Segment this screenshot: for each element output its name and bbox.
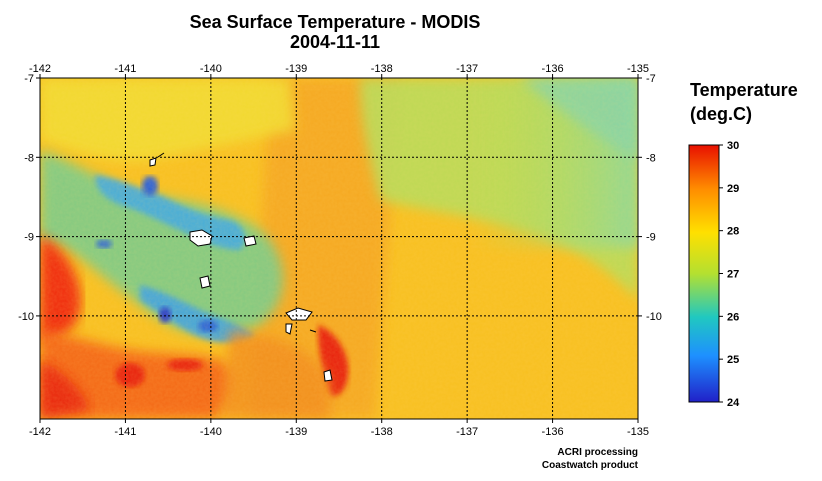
map-frame bbox=[39, 77, 639, 420]
lon-label-bottom: -135 bbox=[627, 426, 649, 438]
lon-label-bottom: -141 bbox=[114, 426, 136, 438]
lon-label-bottom: -142 bbox=[29, 426, 51, 438]
island bbox=[199, 275, 211, 289]
colorbar-tick-label: 29 bbox=[727, 183, 739, 195]
colorbar-tick-label: 27 bbox=[727, 269, 739, 281]
legend-units: (deg.C) bbox=[690, 104, 752, 124]
map-date: 2004-11-11 bbox=[289, 32, 381, 52]
colorbar-tick-label: 26 bbox=[727, 311, 739, 323]
credit-product: Coastwatch product bbox=[541, 460, 638, 471]
island bbox=[285, 323, 293, 335]
lon-label-top: -136 bbox=[542, 63, 564, 75]
axis-ticks: -142 -142 -141 -141 -140 -140 -139 -139 -138 -138… bbox=[18, 63, 662, 438]
lon-label-top: -138 bbox=[371, 63, 393, 75]
sst-raster bbox=[40, 78, 638, 419]
colorbar-tick-label: 25 bbox=[727, 354, 739, 366]
lon-label-top: -139 bbox=[285, 63, 307, 75]
colorbar-tick-label: 24 bbox=[727, 397, 740, 409]
lon-label-top: -140 bbox=[200, 63, 222, 75]
lat-label-left: -7 bbox=[24, 73, 34, 85]
lat-label-right: -8 bbox=[646, 152, 656, 164]
lat-label-right: -7 bbox=[646, 73, 656, 85]
lon-label-bottom: -137 bbox=[456, 426, 478, 438]
colorbar-tick-label: 30 bbox=[727, 140, 739, 152]
island bbox=[323, 369, 333, 382]
lon-label-top: -141 bbox=[114, 63, 136, 75]
colorbar bbox=[688, 144, 720, 403]
lon-label-bottom: -136 bbox=[542, 426, 564, 438]
graticule bbox=[40, 78, 638, 419]
colorbar-tick-label: 28 bbox=[727, 226, 739, 238]
island bbox=[149, 157, 157, 167]
lat-label-right: -10 bbox=[646, 311, 662, 323]
lon-label-bottom: -139 bbox=[285, 426, 307, 438]
credit-processing: ACRI processing bbox=[557, 447, 638, 458]
island bbox=[189, 229, 213, 247]
lon-label-bottom: -138 bbox=[371, 426, 393, 438]
lon-label-top: -135 bbox=[627, 63, 649, 75]
lon-label-bottom: -140 bbox=[200, 426, 222, 438]
lat-label-right: -9 bbox=[646, 232, 656, 244]
lat-label-left: -9 bbox=[24, 232, 34, 244]
lat-label-left: -8 bbox=[24, 152, 34, 164]
legend-title: Temperature bbox=[690, 80, 798, 100]
colorbar-ticks: 30 29 28 27 26 25 24 bbox=[719, 140, 740, 409]
lon-label-top: -137 bbox=[456, 63, 478, 75]
map-title: Sea Surface Temperature - MODIS bbox=[189, 12, 481, 32]
island bbox=[243, 235, 257, 247]
lon-label-top: -142 bbox=[29, 63, 51, 75]
island-group bbox=[149, 157, 333, 382]
lat-label-left: -10 bbox=[18, 311, 34, 323]
